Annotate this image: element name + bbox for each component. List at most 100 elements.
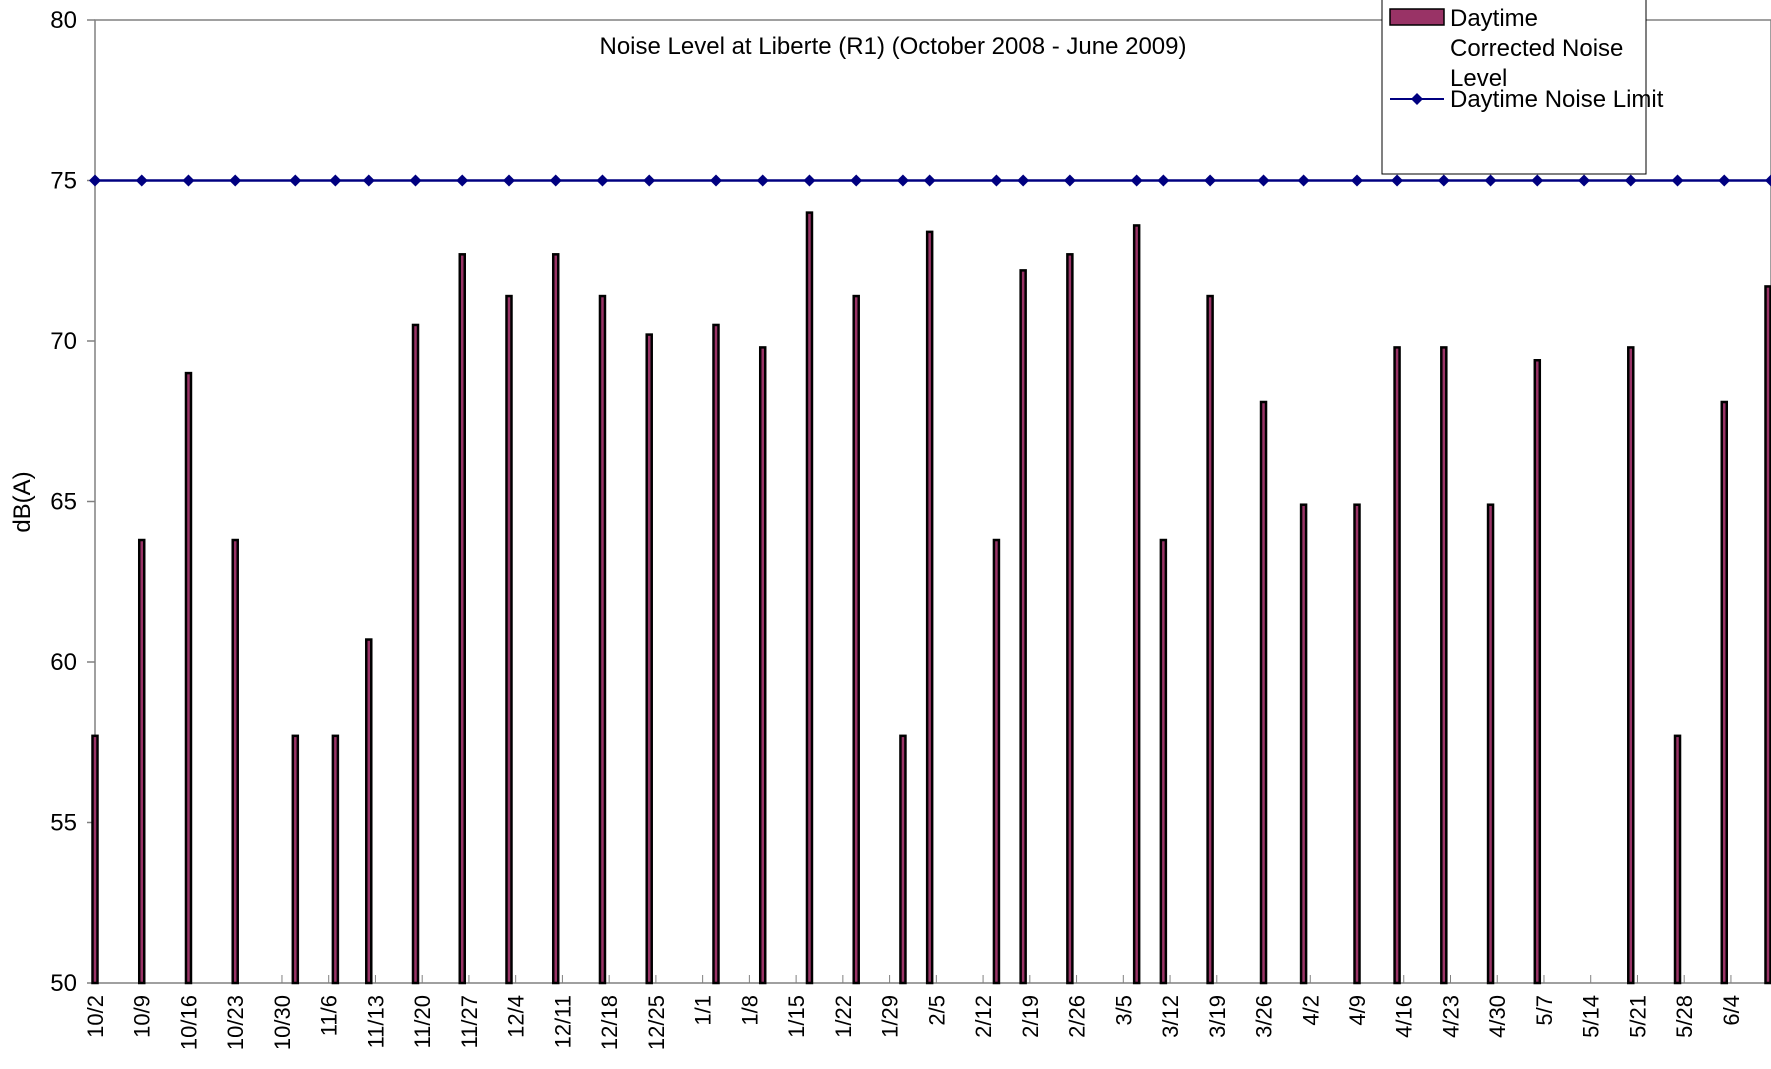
x-tick-label: 11/20 bbox=[410, 995, 435, 1048]
bar bbox=[458, 253, 467, 985]
limit-marker bbox=[1017, 174, 1030, 187]
x-axis: 10/2 10/9 10/16 10/23 10/30 11/6 11/13 11/20 11/… bbox=[83, 975, 1744, 1050]
bar bbox=[1486, 503, 1495, 985]
legend: Daytime Corrected Noise Level Daytime No… bbox=[1381, 0, 1664, 175]
legend-bar-label: Daytime Corrected Noise Level bbox=[1450, 5, 1630, 92]
limit-marker bbox=[1531, 174, 1544, 187]
bar bbox=[899, 734, 907, 985]
y-axis-title: dB(A) bbox=[9, 471, 36, 532]
limit-marker bbox=[896, 174, 909, 187]
x-tick-label: 1/22 bbox=[831, 995, 856, 1038]
bar bbox=[365, 638, 373, 985]
limit-marker bbox=[329, 174, 342, 187]
bar bbox=[645, 333, 653, 985]
limit-marker bbox=[709, 174, 722, 187]
legend-line-label: Daytime Noise Limit bbox=[1450, 86, 1664, 113]
x-tick-label: 2/26 bbox=[1065, 995, 1090, 1038]
x-tick-label: 5/21 bbox=[1625, 995, 1650, 1038]
x-tick-label: 4/23 bbox=[1438, 995, 1463, 1038]
bar bbox=[1159, 538, 1168, 985]
chart-title: Noise Level at Liberte (R1) (October 200… bbox=[600, 33, 1187, 60]
x-tick-label: 2/5 bbox=[924, 995, 949, 1026]
bar bbox=[1673, 734, 1682, 985]
x-tick-label: 4/16 bbox=[1392, 995, 1417, 1038]
x-tick-label: 12/11 bbox=[550, 995, 575, 1048]
limit-marker bbox=[229, 174, 242, 187]
legend-bar-label-line-3: Level bbox=[1450, 65, 1507, 92]
x-tick-label: 10/16 bbox=[176, 995, 201, 1050]
limit-marker bbox=[1204, 174, 1217, 187]
bar bbox=[852, 294, 860, 985]
bar bbox=[411, 323, 420, 985]
bar bbox=[231, 538, 239, 985]
x-tick-label: 2/12 bbox=[971, 995, 996, 1038]
bar bbox=[1440, 346, 1448, 985]
limit-marker bbox=[182, 174, 195, 187]
y-tick-label: 65 bbox=[50, 489, 77, 516]
bar bbox=[805, 211, 814, 985]
bar bbox=[992, 538, 1001, 985]
x-tick-label: 2/19 bbox=[1018, 995, 1043, 1038]
x-tick-label: 11/13 bbox=[363, 995, 388, 1048]
y-axis: 50 55 60 65 70 75 80 bbox=[50, 7, 95, 997]
x-tick-label: 11/6 bbox=[317, 995, 342, 1036]
x-tick-label: 5/7 bbox=[1532, 995, 1557, 1026]
x-tick-label: 12/25 bbox=[644, 995, 669, 1050]
limit-marker bbox=[803, 174, 816, 187]
limit-marker bbox=[1578, 174, 1591, 187]
limit-marker bbox=[409, 174, 422, 187]
limit-marker bbox=[89, 174, 101, 187]
bar bbox=[712, 323, 720, 985]
x-tick-label: 6/4 bbox=[1719, 995, 1744, 1026]
bar bbox=[758, 346, 767, 985]
limit-marker bbox=[990, 174, 1003, 187]
limit-marker bbox=[1671, 174, 1684, 187]
x-tick-label: 10/2 bbox=[83, 995, 108, 1038]
bar bbox=[1299, 503, 1308, 985]
limit-marker bbox=[1624, 174, 1637, 187]
y-tick-label: 60 bbox=[50, 649, 77, 676]
x-tick-label: 10/30 bbox=[270, 995, 295, 1050]
limit-marker bbox=[502, 174, 515, 187]
legend-bar-label-line-2: Corrected Noise bbox=[1450, 35, 1623, 62]
limit-marker bbox=[456, 174, 469, 187]
x-tick-label: 5/28 bbox=[1672, 995, 1697, 1038]
limit-marker bbox=[289, 174, 302, 187]
x-tick-label: 1/1 bbox=[691, 995, 716, 1026]
legend-diamond-marker bbox=[1411, 93, 1423, 105]
limit-marker bbox=[1765, 174, 1771, 187]
bar bbox=[1720, 400, 1729, 985]
bar bbox=[598, 294, 607, 985]
legend-bar-label-line-1: Daytime bbox=[1450, 5, 1538, 32]
legend-box bbox=[1381, 0, 1647, 175]
x-tick-label: 3/26 bbox=[1252, 995, 1277, 1038]
y-tick-label: 70 bbox=[50, 328, 77, 355]
x-tick-label: 12/4 bbox=[504, 995, 529, 1038]
bar bbox=[1206, 294, 1214, 985]
x-tick-label: 1/8 bbox=[737, 995, 762, 1026]
x-tick-label: 4/2 bbox=[1298, 995, 1323, 1026]
limit-marker bbox=[596, 174, 609, 187]
bar bbox=[1764, 285, 1771, 985]
limit-marker bbox=[1297, 174, 1310, 187]
limit-marker bbox=[549, 174, 562, 187]
bar bbox=[1533, 359, 1542, 985]
bar bbox=[137, 538, 146, 985]
limit-marker bbox=[1718, 174, 1731, 187]
x-tick-label: 3/12 bbox=[1158, 995, 1183, 1038]
limit-marker bbox=[1157, 174, 1170, 187]
bar bbox=[1019, 269, 1027, 985]
limit-marker bbox=[643, 174, 656, 187]
x-tick-label: 1/15 bbox=[784, 995, 809, 1038]
x-tick-label: 1/29 bbox=[878, 995, 903, 1038]
limit-marker bbox=[1437, 174, 1450, 187]
limit-marker bbox=[1257, 174, 1270, 187]
bar bbox=[1627, 346, 1635, 985]
bar bbox=[1259, 400, 1268, 985]
bar bbox=[925, 230, 934, 985]
x-tick-label: 4/9 bbox=[1345, 995, 1370, 1026]
x-tick-label: 10/9 bbox=[130, 995, 155, 1038]
y-tick-label: 55 bbox=[50, 810, 77, 837]
limit-marker bbox=[1391, 174, 1404, 187]
